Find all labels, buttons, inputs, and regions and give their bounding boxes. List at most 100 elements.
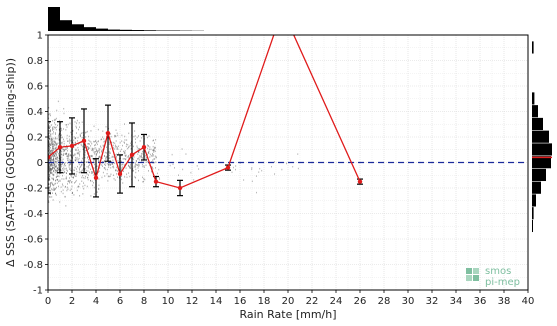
scatter-point: [52, 129, 54, 131]
scatter-point: [53, 187, 55, 189]
scatter-point: [60, 186, 62, 188]
scatter-point: [73, 139, 75, 141]
scatter-point: [116, 146, 118, 149]
scatter-point: [70, 156, 72, 158]
scatter-point: [52, 159, 54, 162]
x-tick-label: 0: [45, 296, 51, 307]
scatter-point: [73, 136, 75, 138]
x-axis-ticks: 0 2 4 6 8 10 12 14 16 18 20 22 24 26 28 30 32 34 36 38 40: [45, 290, 535, 307]
scatter-point: [193, 179, 195, 181]
scatter-point: [104, 167, 106, 169]
scatter-point: [114, 154, 116, 156]
scatter-point: [49, 143, 51, 145]
scatter-point: [86, 161, 88, 163]
scatter-point: [243, 179, 245, 181]
scatter-point: [50, 150, 52, 152]
scatter-point: [97, 158, 99, 161]
scatter-point: [94, 153, 96, 155]
scatter-point: [60, 130, 62, 133]
scatter-point: [138, 164, 140, 166]
scatter-point: [68, 180, 70, 183]
scatter-point: [68, 153, 69, 156]
scatter-point: [80, 143, 82, 146]
scatter-point: [66, 150, 68, 152]
scatter-point: [124, 139, 126, 141]
scatter-point: [59, 172, 60, 175]
scatter-point: [142, 180, 144, 183]
scatter-point: [101, 176, 103, 179]
scatter-point: [91, 170, 92, 173]
scatter-point: [91, 155, 93, 157]
scatter-point: [95, 150, 97, 153]
scatter-point: [74, 166, 76, 169]
scatter-point: [101, 149, 103, 152]
scatter-point: [126, 143, 128, 146]
scatter-point: [152, 166, 153, 169]
x-tick-label: 22: [306, 296, 319, 307]
scatter-point: [48, 183, 50, 185]
scatter-point: [49, 179, 51, 181]
scatter-point: [48, 175, 50, 178]
scatter-point: [57, 168, 59, 170]
scatter-point: [100, 151, 102, 153]
scatter-point: [69, 160, 71, 162]
scatter-point: [50, 168, 52, 170]
x-tick-label: 40: [522, 296, 535, 307]
scatter-point: [52, 128, 53, 130]
scatter-point: [119, 141, 121, 144]
scatter-point: [48, 189, 50, 192]
scatter-point: [55, 147, 57, 150]
scatter-point: [53, 170, 55, 172]
x-tick-label: 18: [258, 296, 271, 307]
scatter-point: [55, 176, 57, 178]
scatter-point: [54, 147, 56, 149]
scatter-point: [54, 141, 55, 143]
scatter-point: [95, 154, 97, 156]
scatter-point: [141, 153, 143, 155]
scatter-point: [53, 145, 54, 148]
scatter-point: [58, 175, 60, 178]
scatter-point: [142, 157, 143, 159]
x-tick-label: 12: [186, 296, 199, 307]
scatter-point: [84, 167, 86, 170]
scatter-point: [50, 185, 51, 187]
scatter-point: [62, 158, 64, 161]
scatter-point: [57, 151, 58, 153]
scatter-point: [56, 175, 58, 178]
logo-mark-3: [466, 275, 472, 281]
scatter-point: [155, 139, 157, 141]
scatter-point: [84, 177, 86, 179]
scatter-point: [86, 173, 88, 175]
scatter-point: [87, 165, 89, 167]
scatter-point: [92, 171, 94, 173]
scatter-point: [251, 168, 253, 171]
scatter-point: [148, 170, 149, 172]
scatter-point: [50, 139, 52, 142]
scatter-point: [96, 150, 98, 152]
scatter-point: [88, 164, 90, 166]
scatter-point: [69, 189, 71, 192]
scatter-point: [56, 153, 58, 156]
scatter-point: [60, 156, 62, 159]
scatter-point: [64, 153, 66, 155]
scatter-point: [152, 155, 154, 158]
scatter-point: [51, 164, 53, 167]
scatter-point: [51, 138, 53, 141]
scatter-point: [122, 182, 124, 184]
scatter-point: [50, 165, 52, 167]
scatter-point: [82, 134, 84, 137]
scatter-point: [58, 139, 60, 141]
scatter-point: [55, 137, 57, 140]
scatter-point: [92, 172, 94, 174]
scatter-point: [65, 146, 67, 149]
scatter-point: [80, 132, 82, 135]
scatter-point: [149, 156, 151, 158]
scatter-point: [133, 158, 135, 161]
scatter-point: [125, 145, 127, 148]
scatter-point: [97, 128, 99, 131]
series-clip-group: [48, 35, 363, 198]
scatter-point: [63, 112, 65, 115]
scatter-point: [51, 159, 52, 161]
scatter-point: [61, 129, 63, 132]
scatter-point: [149, 153, 151, 156]
